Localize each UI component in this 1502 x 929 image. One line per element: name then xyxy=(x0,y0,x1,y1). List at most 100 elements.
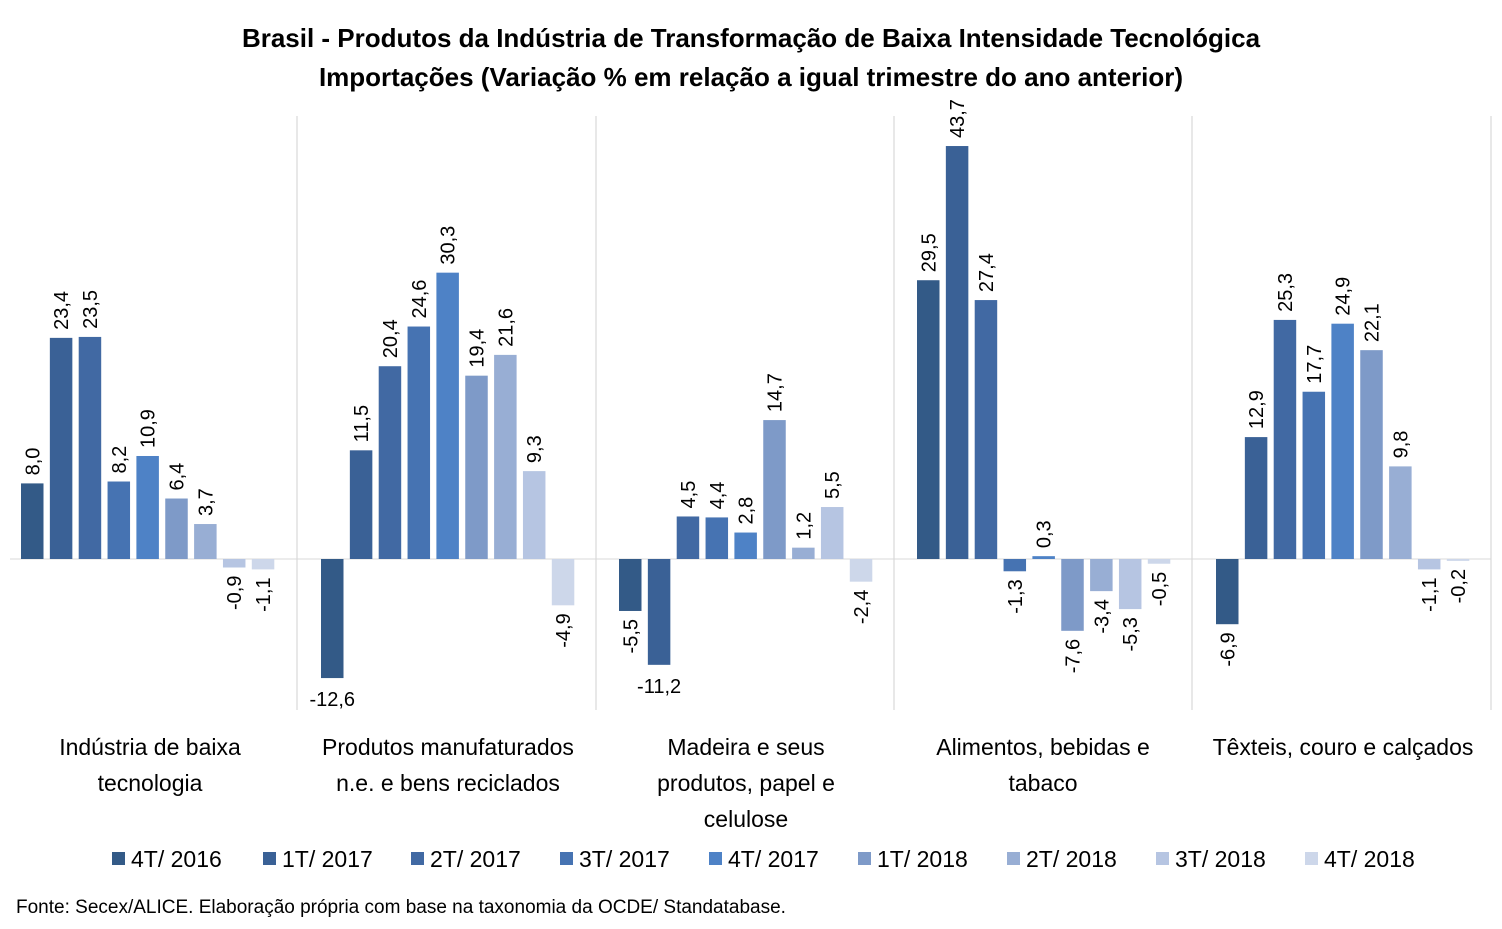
data-label-g1-s5: 10,9 xyxy=(138,409,160,448)
bar-g3-s7 xyxy=(792,547,815,559)
data-label-g5-s2: 12,9 xyxy=(1246,390,1268,429)
data-label-g4-s2: 43,7 xyxy=(947,99,969,138)
bar-g5-s4 xyxy=(1302,391,1326,559)
category-labels: Indústria de baixa tecnologia Produtos man… xyxy=(59,734,1473,832)
bar-g3-s4 xyxy=(705,517,729,559)
bar-g4-s6 xyxy=(1061,559,1084,631)
bar-g3-s5 xyxy=(734,532,757,559)
legend-label-3: 2T/ 2017 xyxy=(430,846,521,872)
category-label-2-line-1: Produtos manufaturados xyxy=(322,734,574,760)
bar-g2-s8 xyxy=(522,471,546,559)
category-label-3-line-2: produtos, papel e xyxy=(657,770,835,796)
data-label-g3-s9: -2,4 xyxy=(851,590,873,624)
bar-g5-s9 xyxy=(1446,559,1470,561)
bar-g1-s3 xyxy=(78,336,102,559)
data-label-g2-s2: 11,5 xyxy=(351,405,373,442)
data-label-g5-s8: -1,1 xyxy=(1419,577,1441,611)
bar-g3-s3 xyxy=(676,516,700,559)
bar-g1-s1 xyxy=(21,483,44,559)
category-label-2-line-2: n.e. e bens reciclados xyxy=(336,770,560,796)
bar-g2-s2 xyxy=(349,450,373,559)
data-label-g3-s6: 14,7 xyxy=(765,373,787,412)
data-label-g4-s4: -1,3 xyxy=(1005,579,1027,613)
bar-g2-s9 xyxy=(551,559,575,606)
category-label-5-line-1: Têxteis, couro e calçados xyxy=(1213,734,1474,760)
bar-g3-s8 xyxy=(820,507,844,559)
bar-g4-s8 xyxy=(1118,559,1142,610)
bar-g1-s7 xyxy=(194,524,217,559)
legend: 4T/ 2016 1T/ 2017 2T/ 2017 3T/ 2017 4T/ 2017… xyxy=(112,846,1415,872)
legend-swatch-4 xyxy=(560,852,573,865)
data-label-g4-s1: 29,5 xyxy=(918,233,940,272)
data-label-g3-s8: 5,5 xyxy=(822,471,844,499)
bar-g2-s4 xyxy=(407,326,431,559)
data-label-g1-s2: 23,4 xyxy=(51,291,73,330)
bar-g2-s6 xyxy=(465,375,488,559)
bar-g5-s6 xyxy=(1360,350,1383,559)
data-label-g3-s1: -5,5 xyxy=(620,619,642,653)
data-label-g4-s8: -5,3 xyxy=(1120,617,1142,651)
bar-g4-s4 xyxy=(1003,559,1027,572)
data-label-g2-s1: -12,6 xyxy=(309,689,355,711)
bar-g3-s2 xyxy=(647,559,671,665)
data-label-g2-s8: 9,3 xyxy=(524,435,546,463)
legend-label-6: 1T/ 2018 xyxy=(877,846,968,872)
data-label-g4-s7: -3,4 xyxy=(1091,599,1113,633)
bar-g4-s9 xyxy=(1147,559,1171,564)
data-label-g5-s1: -6,9 xyxy=(1217,632,1239,666)
data-label-g5-s9: -0,2 xyxy=(1448,569,1470,603)
data-label-g5-s4: 17,7 xyxy=(1304,345,1326,384)
bar-g4-s1 xyxy=(917,280,940,559)
data-label-g2-s5: 30,3 xyxy=(438,226,460,265)
data-label-g4-s6: -7,6 xyxy=(1063,639,1085,673)
data-label-g4-s9: -0,5 xyxy=(1149,572,1171,606)
bar-g2-s7 xyxy=(494,354,517,559)
bar-g1-s2 xyxy=(49,337,73,559)
bar-g5-s1 xyxy=(1216,559,1239,625)
data-label-g1-s1: 8,0 xyxy=(22,448,44,476)
data-label-g5-s6: 22,1 xyxy=(1362,303,1384,342)
bars xyxy=(21,146,1470,679)
legend-label-2: 1T/ 2017 xyxy=(282,846,373,872)
data-label-g1-s4: 8,2 xyxy=(109,446,131,474)
data-label-g2-s7: 21,6 xyxy=(495,308,517,347)
legend-label-4: 3T/ 2017 xyxy=(579,846,670,872)
category-label-1-line-2: tecnologia xyxy=(98,770,203,796)
data-label-g1-s3: 23,5 xyxy=(80,290,102,329)
data-label-g3-s3: 4,5 xyxy=(678,481,700,509)
bar-g2-s3 xyxy=(378,366,402,559)
data-label-g1-s9: -1,1 xyxy=(253,577,275,611)
legend-label-7: 2T/ 2018 xyxy=(1026,846,1117,872)
bar-g3-s1 xyxy=(619,559,642,611)
data-label-g4-s5: 0,3 xyxy=(1034,520,1056,548)
bar-g1-s4 xyxy=(107,481,131,559)
chart-title: Brasil - Produtos da Indústria de Transf… xyxy=(242,23,1261,53)
legend-label-5: 4T/ 2017 xyxy=(728,846,819,872)
data-label-g3-s4: 4,4 xyxy=(707,482,729,510)
bar-g5-s7 xyxy=(1389,466,1412,559)
legend-swatch-8 xyxy=(1156,852,1169,865)
data-labels: 8,0 -12,6 -5,5 29,5 -6,9 23,4 11,5 -11,2 43,7 12,… xyxy=(22,99,1470,711)
category-label-4-line-2: tabaco xyxy=(1008,770,1077,796)
legend-label-9: 4T/ 2018 xyxy=(1324,846,1415,872)
source-note: Fonte: Secex/ALICE. Elaboração própria c… xyxy=(16,897,786,918)
bar-g2-s5 xyxy=(436,272,459,559)
bar-g5-s2 xyxy=(1244,437,1268,559)
bar-g2-s1 xyxy=(321,559,344,679)
legend-swatch-7 xyxy=(1007,852,1020,865)
legend-swatch-2 xyxy=(263,852,276,865)
data-label-g1-s8: -0,9 xyxy=(224,576,246,610)
bar-g5-s3 xyxy=(1273,319,1297,559)
bar-g1-s8 xyxy=(222,559,246,568)
bar-g1-s6 xyxy=(165,498,188,559)
bar-g4-s5 xyxy=(1032,556,1055,559)
category-label-3-line-1: Madeira e seus xyxy=(667,734,824,760)
chart-subtitle: Importações (Variação % em relação a igu… xyxy=(319,62,1183,92)
data-label-g5-s7: 9,8 xyxy=(1390,431,1412,459)
category-label-4-line-1: Alimentos, bebidas e xyxy=(936,734,1150,760)
category-label-1-line-1: Indústria de baixa xyxy=(59,734,241,760)
data-label-g3-s7: 1,2 xyxy=(793,512,815,540)
data-label-g1-s6: 6,4 xyxy=(167,463,189,491)
group-separators xyxy=(10,116,1492,710)
